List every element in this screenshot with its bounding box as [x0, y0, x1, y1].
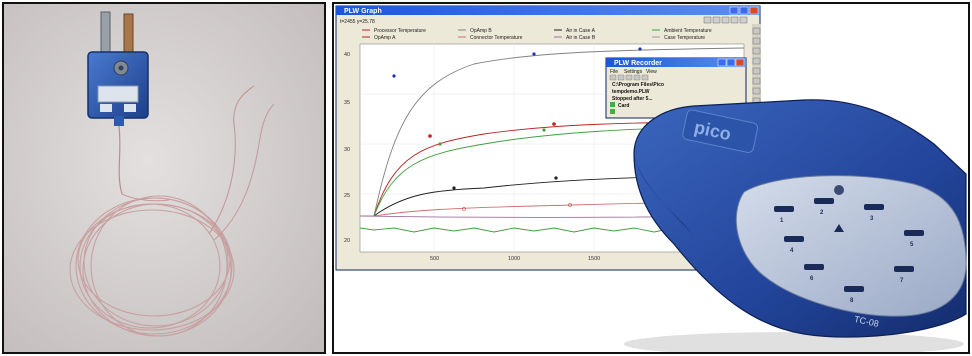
wire-end [213, 103, 275, 241]
recorder-indicator [610, 109, 615, 114]
y-tick-label: 35 [344, 100, 350, 106]
channel-number: 7 [900, 278, 904, 284]
recorder-card: Card [618, 103, 629, 109]
datalogger-photo: PLW Graph t=2455 y=25.78 Processor Tempe… [332, 2, 970, 354]
graph-window-title: PLW Graph [344, 8, 382, 15]
y-tick-label: 40 [344, 52, 350, 58]
channel-number: 4 [790, 248, 794, 254]
legend-opamp-b: OpAmp B [470, 28, 492, 34]
connector-body [87, 51, 149, 126]
recorder-menu-settings[interactable]: Settings [624, 69, 643, 75]
wire-end [121, 193, 170, 202]
x-tick-label: 1500 [588, 256, 600, 262]
x-tick-label: 500 [430, 256, 439, 262]
channel-socket: 3 [864, 204, 884, 222]
recorder-menu-file[interactable]: File [610, 69, 618, 75]
channel-number: 5 [910, 242, 914, 248]
graph-window-titlebar [336, 6, 760, 15]
x-tick-label: 1000 [508, 256, 520, 262]
channel-socket: 7 [894, 266, 914, 284]
recorder-titlebar [606, 58, 746, 67]
channel-number: 8 [850, 298, 854, 304]
legend-opamp-a: OpAmp A [374, 35, 396, 41]
prong-left [100, 11, 111, 57]
y-tick-label: 25 [344, 193, 350, 199]
channel-sockets: 1 2 3 4 5 6 7 8 [774, 198, 924, 304]
device-brand-badge: pico [682, 109, 759, 153]
legend-connector-temperature: Connector Temperature [470, 35, 523, 41]
recorder-indicator [610, 102, 615, 107]
channel-socket: 2 [814, 198, 834, 216]
close-button[interactable] [749, 6, 759, 15]
cold-junction-icon [834, 185, 844, 195]
y-tick-label: 20 [344, 238, 350, 244]
recorder-file: tempdemo.PLW [612, 89, 650, 95]
wire-coil [69, 195, 235, 337]
recorder-maximize-button[interactable] [726, 58, 736, 67]
recorder-path: C:\Program Files\Pico [612, 82, 664, 88]
graph-legend: Processor Temperature OpAmp A OpAmp B Co… [362, 28, 712, 41]
data-logger-device: pico 1 2 3 4 5 6 7 8 TC-08 [624, 99, 967, 352]
channel-number: 2 [820, 210, 824, 216]
legend-air-in-case-b: Air in Case B [566, 35, 596, 41]
recorder-close-button[interactable] [735, 58, 745, 67]
wire-end [208, 85, 255, 235]
recorder-toolbar[interactable] [609, 74, 649, 81]
series-opamp-b [360, 47, 745, 217]
legend-processor-temperature: Processor Temperature [374, 28, 426, 34]
channel-socket: 5 [904, 230, 924, 248]
channel-number: 3 [870, 216, 874, 222]
datalogger-illustration: PLW Graph t=2455 y=25.78 Processor Tempe… [335, 5, 967, 352]
channel-socket: 8 [844, 286, 864, 304]
channel-number: 6 [810, 276, 814, 282]
recorder-status: Stopped after 5... [612, 96, 653, 102]
y-tick-label: 30 [344, 147, 350, 153]
channel-socket: 4 [784, 236, 804, 254]
channel-socket: 6 [804, 264, 824, 282]
recorder-menu-view[interactable]: View [646, 69, 657, 75]
prong-right [123, 13, 134, 57]
legend-ambient-temperature: Ambient Temperature [664, 28, 712, 34]
pico-logo-icon [834, 224, 844, 232]
cursor-readout: t=2455 y=25.78 [340, 19, 375, 25]
maximize-button[interactable] [739, 6, 749, 15]
thermocouple-illustration [4, 4, 324, 352]
minimize-button[interactable] [729, 6, 739, 15]
plot-markers [392, 47, 642, 211]
channel-socket: 1 [774, 206, 794, 224]
connector-label [97, 85, 139, 103]
thermocouple-photo [2, 2, 326, 354]
legend-case-temperature: Case Temperature [664, 35, 705, 41]
channel-number: 1 [780, 218, 784, 224]
legend-air-in-case-a: Air in Case A [566, 28, 596, 34]
recorder-window-title: PLW Recorder [614, 60, 662, 67]
wire-lead [118, 125, 123, 195]
recorder-minimize-button[interactable] [717, 58, 727, 67]
graph-toolbar[interactable] [703, 16, 748, 24]
backdrop [4, 4, 324, 352]
